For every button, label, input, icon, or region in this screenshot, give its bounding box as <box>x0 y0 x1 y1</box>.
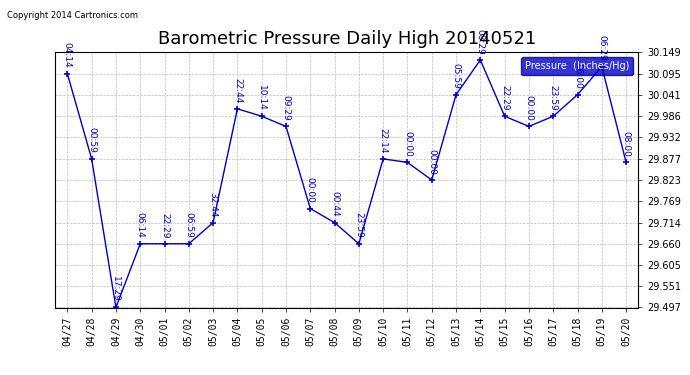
Text: 06:29: 06:29 <box>598 35 607 61</box>
Text: 22:29: 22:29 <box>500 85 509 111</box>
Legend: Pressure  (Inches/Hg): Pressure (Inches/Hg) <box>521 57 633 75</box>
Text: 08:29: 08:29 <box>476 28 485 54</box>
Text: 06:59: 06:59 <box>184 212 193 238</box>
Text: 08:00: 08:00 <box>622 131 631 157</box>
Text: Copyright 2014 Cartronics.com: Copyright 2014 Cartronics.com <box>7 11 138 20</box>
Text: 09:29: 09:29 <box>282 95 290 121</box>
Text: 23:59: 23:59 <box>355 213 364 238</box>
Text: 23:59: 23:59 <box>549 85 558 111</box>
Text: 00:59: 00:59 <box>87 128 96 153</box>
Text: 00:00: 00:00 <box>306 177 315 203</box>
Text: 00:44: 00:44 <box>330 192 339 217</box>
Text: 22:14: 22:14 <box>379 128 388 153</box>
Text: 10:14: 10:14 <box>257 85 266 111</box>
Text: 00:00: 00:00 <box>403 131 412 157</box>
Text: 00:00: 00:00 <box>524 95 533 121</box>
Text: 06:00: 06:00 <box>573 63 582 89</box>
Text: 05:59: 05:59 <box>451 63 460 89</box>
Text: 32:44: 32:44 <box>208 192 217 217</box>
Text: 00:00: 00:00 <box>427 148 436 174</box>
Title: Barometric Pressure Daily High 20140521: Barometric Pressure Daily High 20140521 <box>157 30 536 48</box>
Text: 17:29: 17:29 <box>111 276 121 302</box>
Text: 22:29: 22:29 <box>160 213 169 238</box>
Text: 06:14: 06:14 <box>136 213 145 238</box>
Text: 04:14: 04:14 <box>63 42 72 68</box>
Text: 22:44: 22:44 <box>233 78 242 103</box>
